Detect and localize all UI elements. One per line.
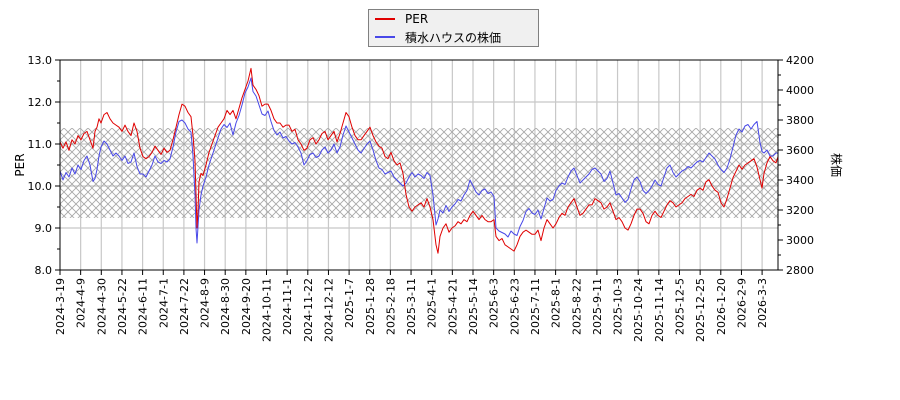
legend-swatch-per [375, 18, 395, 20]
x-tick-label: 2024-9-20 [240, 278, 253, 335]
right-tick-label: 2800 [786, 264, 814, 277]
x-tick-label: 2024-3-19 [54, 278, 67, 335]
hatched-range-band [60, 128, 778, 218]
left-axis: 8.0 9.0 10.0 11.0 12.0 13.0 [28, 54, 60, 277]
x-tick-label: 2026-1-20 [715, 278, 728, 335]
left-tick-label: 10.0 [28, 180, 53, 193]
x-tick-label: 2025-6-3 [488, 278, 501, 328]
left-tick-label: 8.0 [35, 264, 53, 277]
x-tick-label: 2025-10-3 [612, 278, 625, 335]
x-tick-label: 2026-2-9 [735, 278, 748, 328]
legend-swatch-stock-price [375, 36, 395, 38]
right-tick-label: 4000 [786, 84, 814, 97]
x-tick-label: 2025-5-14 [467, 278, 480, 335]
per-line [60, 67, 778, 254]
legend-item-per: PER [375, 10, 428, 28]
left-tick-label: 11.0 [28, 138, 53, 151]
x-tick-label: 2024-11-22 [302, 278, 315, 342]
x-tick-label: 2025-7-11 [529, 278, 542, 335]
x-tick-label: 2024-8-30 [219, 278, 232, 335]
x-tick-label: 2025-6-23 [508, 278, 521, 335]
left-tick-label: 9.0 [35, 222, 53, 235]
right-tick-label: 3800 [786, 114, 814, 127]
x-tick-label: 2025-12-25 [694, 278, 707, 342]
left-tick-label: 12.0 [28, 96, 53, 109]
right-tick-label: 3600 [786, 144, 814, 157]
legend-label-per: PER [405, 12, 429, 26]
x-tick-label: 2024-7-1 [157, 278, 170, 328]
x-tick-label: 2025-10-24 [632, 278, 645, 342]
x-tick-label: 2024-8-9 [199, 278, 212, 328]
x-tick-label: 2025-1-28 [364, 278, 377, 335]
x-tick-label: 2024-7-22 [178, 278, 191, 335]
right-tick-label: 3400 [786, 174, 814, 187]
x-tick-label: 2025-11-14 [653, 278, 666, 342]
left-tick-label: 13.0 [28, 54, 53, 67]
x-tick-label: 2024-5-22 [116, 278, 129, 335]
legend-label-stock-price: 積水ハウスの株価 [405, 30, 502, 45]
x-tick-label: 2025-8-22 [570, 278, 583, 335]
x-tick-label: 2025-2-18 [384, 278, 397, 335]
x-tick-label: 2026-3-3 [756, 278, 769, 328]
x-tick-label: 2025-1-7 [343, 278, 356, 328]
x-tick-label: 2024-12-12 [322, 278, 335, 342]
legend-item-stock-price: 積水ハウスの株価 [375, 28, 501, 46]
left-axis-title: PER [13, 153, 27, 176]
legend: PER 積水ハウスの株価 [368, 9, 539, 47]
stock-price-line [60, 77, 778, 244]
x-tick-label: 2024-6-11 [137, 278, 150, 335]
x-tick-label: 2025-8-1 [550, 278, 563, 328]
x-tick-label: 2024-4-9 [75, 278, 88, 328]
right-tick-label: 3000 [786, 234, 814, 247]
right-tick-label: 4200 [786, 54, 814, 67]
right-tick-label: 3200 [786, 204, 814, 217]
x-tick-label: 2024-11-1 [281, 278, 294, 335]
x-tick-label: 2025-12-5 [674, 278, 687, 335]
x-tick-label: 2025-9-11 [591, 278, 604, 335]
x-tick-label: 2025-4-21 [446, 278, 459, 335]
x-axis: 2024-3-19 2024-4-9 2024-4-30 2024-5-22 2024-… [54, 270, 769, 342]
x-tick-label: 2025-4-1 [426, 278, 439, 328]
right-axis-title: 株価 [829, 153, 844, 177]
right-axis: 2800 3000 3200 3400 3600 3800 4000 4200 [778, 54, 814, 277]
x-tick-label: 2024-10-11 [261, 278, 274, 342]
x-tick-label: 2025-3-11 [405, 278, 418, 335]
x-tick-label: 2024-4-30 [95, 278, 108, 335]
